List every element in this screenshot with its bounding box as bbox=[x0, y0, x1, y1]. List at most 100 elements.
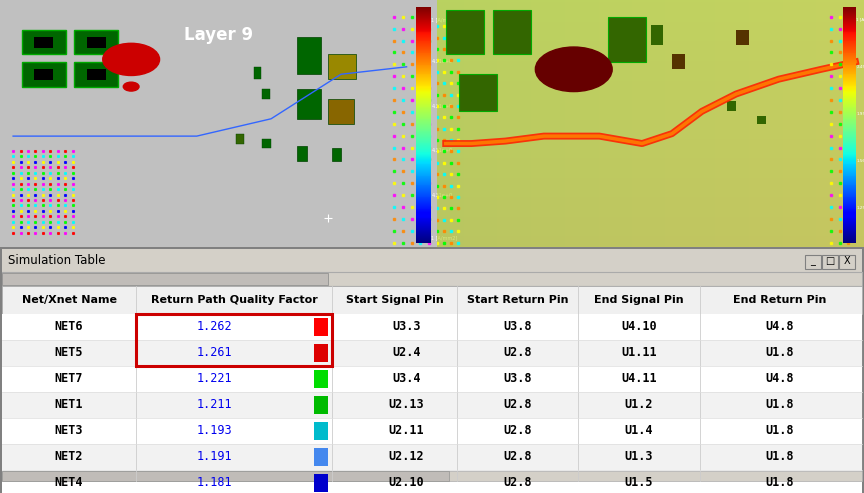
Bar bbox=[2, 444, 862, 470]
Bar bbox=[328, 99, 354, 124]
Bar bbox=[328, 54, 356, 79]
Circle shape bbox=[103, 43, 160, 75]
Text: U2.12: U2.12 bbox=[389, 451, 424, 463]
Bar bbox=[727, 102, 736, 111]
Text: NET4: NET4 bbox=[54, 476, 83, 490]
Text: 1 [A/mm2]: 1 [A/mm2] bbox=[431, 235, 458, 240]
Bar bbox=[2, 418, 862, 444]
Bar bbox=[2, 273, 328, 284]
Bar bbox=[22, 62, 66, 87]
Bar bbox=[736, 30, 749, 44]
Bar bbox=[2, 392, 862, 418]
Circle shape bbox=[536, 47, 613, 92]
Bar bbox=[2, 314, 862, 340]
Text: U1.8: U1.8 bbox=[766, 398, 794, 411]
Circle shape bbox=[124, 82, 139, 91]
Text: 1.193: 1.193 bbox=[196, 424, 232, 437]
Bar bbox=[2, 470, 862, 493]
Text: U3.8: U3.8 bbox=[503, 372, 531, 385]
Text: 1.181: 1.181 bbox=[196, 476, 232, 490]
Bar bbox=[459, 74, 497, 111]
Text: U2.8: U2.8 bbox=[503, 346, 531, 359]
Text: NET1: NET1 bbox=[54, 398, 83, 411]
Bar bbox=[314, 344, 328, 362]
Bar bbox=[314, 317, 328, 336]
Bar bbox=[86, 69, 105, 80]
Text: 1.211: 1.211 bbox=[196, 398, 232, 411]
Text: U1.2: U1.2 bbox=[625, 398, 653, 411]
Text: 1 [A/mm2]: 1 [A/mm2] bbox=[856, 18, 864, 22]
Bar bbox=[2, 366, 862, 392]
Text: 4.31e+0: 4.31e+0 bbox=[431, 193, 453, 198]
Text: U2.8: U2.8 bbox=[503, 451, 531, 463]
Bar bbox=[314, 448, 328, 466]
Text: 1 [A/mm2]: 1 [A/mm2] bbox=[431, 17, 458, 22]
Text: 1.262: 1.262 bbox=[196, 320, 232, 333]
Text: U2.8: U2.8 bbox=[503, 424, 531, 437]
Text: 4.31e+0: 4.31e+0 bbox=[431, 59, 453, 65]
Bar bbox=[253, 67, 262, 79]
Text: 1.25e-07: 1.25e-07 bbox=[856, 206, 864, 210]
Text: U3.4: U3.4 bbox=[392, 372, 421, 385]
Bar bbox=[2, 249, 862, 272]
Text: U1.8: U1.8 bbox=[766, 476, 794, 490]
Bar bbox=[651, 25, 664, 44]
Bar bbox=[314, 396, 328, 414]
Text: _: _ bbox=[810, 255, 816, 266]
Text: End Signal Pin: End Signal Pin bbox=[594, 295, 683, 305]
Bar bbox=[822, 254, 838, 269]
Text: 4.31e+0: 4.31e+0 bbox=[431, 104, 453, 109]
Bar bbox=[492, 10, 531, 54]
Bar bbox=[314, 474, 328, 492]
Text: Layer 9: Layer 9 bbox=[184, 26, 253, 44]
Text: U4.8: U4.8 bbox=[766, 372, 794, 385]
Text: U1.11: U1.11 bbox=[621, 346, 657, 359]
Text: U2.11: U2.11 bbox=[389, 424, 424, 437]
Text: Net/Xnet Name: Net/Xnet Name bbox=[22, 295, 117, 305]
Text: 2.45e-01: 2.45e-01 bbox=[856, 65, 864, 69]
Text: Return Path Quality Factor: Return Path Quality Factor bbox=[150, 295, 317, 305]
Bar bbox=[74, 62, 118, 87]
Text: NET6: NET6 bbox=[54, 320, 83, 333]
Text: Simulation Table: Simulation Table bbox=[8, 254, 105, 267]
Bar bbox=[672, 54, 685, 70]
Bar bbox=[86, 36, 105, 47]
Bar bbox=[34, 36, 54, 47]
Bar bbox=[2, 285, 862, 314]
Text: NET7: NET7 bbox=[54, 372, 83, 385]
Bar bbox=[297, 37, 321, 74]
Text: U1.8: U1.8 bbox=[766, 424, 794, 437]
Text: U2.4: U2.4 bbox=[392, 346, 421, 359]
Bar bbox=[74, 30, 118, 54]
Text: 1.221: 1.221 bbox=[196, 372, 232, 385]
Text: U2.10: U2.10 bbox=[389, 476, 424, 490]
Text: 1.261: 1.261 bbox=[196, 346, 232, 359]
Text: NET2: NET2 bbox=[54, 451, 83, 463]
Text: U4.11: U4.11 bbox=[621, 372, 657, 385]
Text: 4.31e+0: 4.31e+0 bbox=[431, 148, 453, 153]
Bar bbox=[314, 422, 328, 440]
Bar bbox=[297, 146, 307, 161]
Bar bbox=[805, 254, 821, 269]
Text: X: X bbox=[843, 255, 850, 266]
Text: U1.4: U1.4 bbox=[625, 424, 653, 437]
Bar bbox=[2, 471, 449, 481]
Bar bbox=[2, 471, 862, 481]
Bar bbox=[2, 272, 862, 285]
Text: 1.95e-03: 1.95e-03 bbox=[856, 112, 864, 116]
Text: U2.8: U2.8 bbox=[503, 476, 531, 490]
Text: □: □ bbox=[825, 255, 835, 266]
Text: U1.5: U1.5 bbox=[625, 476, 653, 490]
Text: End Return Pin: End Return Pin bbox=[734, 295, 827, 305]
Bar bbox=[2, 285, 862, 481]
Text: U1.3: U1.3 bbox=[625, 451, 653, 463]
Bar bbox=[446, 10, 484, 54]
Text: 1.56e-05: 1.56e-05 bbox=[856, 159, 864, 163]
Text: U4.8: U4.8 bbox=[766, 320, 794, 333]
Bar bbox=[136, 314, 332, 366]
Text: U1.8: U1.8 bbox=[766, 346, 794, 359]
Bar bbox=[22, 30, 66, 54]
Text: NET5: NET5 bbox=[54, 346, 83, 359]
Text: U2.13: U2.13 bbox=[389, 398, 424, 411]
Bar bbox=[236, 134, 244, 143]
